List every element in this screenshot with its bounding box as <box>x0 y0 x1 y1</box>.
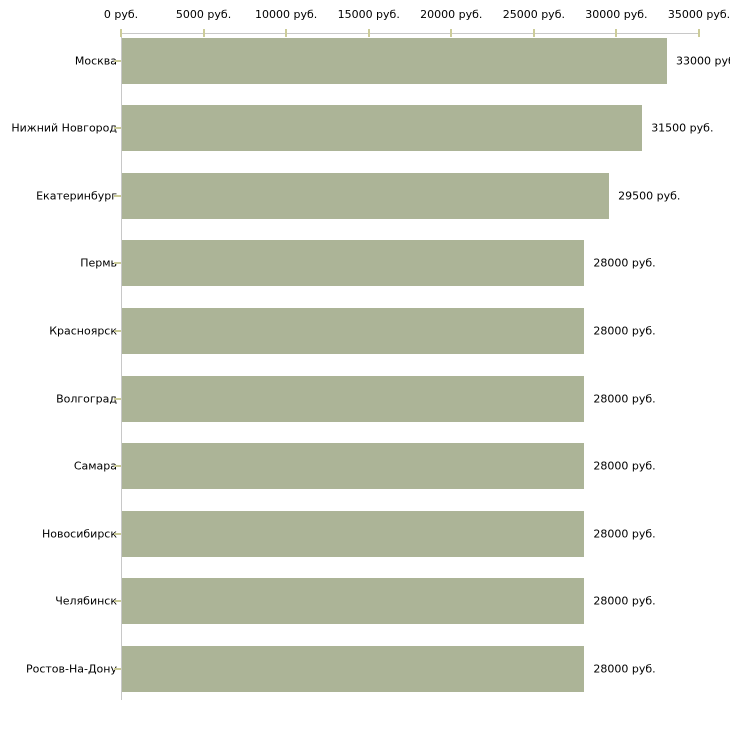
x-tick-mark <box>202 29 205 37</box>
category-label: Самара <box>73 459 117 473</box>
y-tick-mark <box>114 397 121 400</box>
y-tick-mark <box>114 59 121 62</box>
bar <box>122 645 585 692</box>
x-axis-line <box>121 33 700 34</box>
y-tick-mark <box>114 667 121 670</box>
bar-value-label: 29500 руб. <box>618 189 681 203</box>
y-tick-mark <box>114 262 121 265</box>
y-tick-mark <box>114 127 121 130</box>
x-tick-label: 15000 руб. <box>337 8 400 21</box>
y-tick-mark <box>114 329 121 332</box>
category-label: Новосибирск <box>41 527 117 541</box>
y-axis-line <box>121 33 122 700</box>
x-tick-label: 0 руб. <box>103 8 139 21</box>
y-tick-mark <box>114 465 121 468</box>
x-tick-mark <box>367 29 370 37</box>
category-label: Ростов-На-Дону <box>25 662 117 676</box>
x-tick-label: 20000 руб. <box>420 8 483 21</box>
bar-value-label: 28000 руб. <box>593 527 656 541</box>
y-tick-mark <box>114 600 121 603</box>
x-tick-label: 30000 руб. <box>585 8 648 21</box>
bar <box>122 510 585 557</box>
bar <box>122 375 585 422</box>
bar <box>122 240 585 287</box>
x-tick-mark <box>532 29 535 37</box>
y-tick-mark <box>114 194 121 197</box>
category-label: Москва <box>74 54 117 67</box>
bar-value-label: 28000 руб. <box>593 256 656 270</box>
bar-value-label: 28000 руб. <box>593 662 656 676</box>
bar-value-label: 28000 руб. <box>593 324 656 338</box>
bar-value-label: 28000 руб. <box>593 392 656 405</box>
category-label: Красноярск <box>49 324 117 338</box>
x-tick-mark <box>698 29 700 37</box>
bar <box>122 172 610 219</box>
x-tick-label: 10000 руб. <box>255 8 318 21</box>
x-tick-label: 25000 руб. <box>502 8 565 21</box>
bar <box>122 443 585 490</box>
category-label: Пермь <box>80 256 117 270</box>
bar <box>122 105 643 152</box>
x-tick-label: 35000 руб. <box>667 8 730 21</box>
bar-value-label: 28000 руб. <box>593 459 656 473</box>
x-tick-label: 5000 руб. <box>175 8 232 21</box>
bar-value-label: 33000 руб. <box>675 54 730 67</box>
bar-value-label: 28000 руб. <box>593 594 656 608</box>
x-tick-mark <box>450 29 453 37</box>
x-tick-mark <box>120 29 122 37</box>
x-tick-mark <box>615 29 618 37</box>
y-tick-mark <box>114 532 121 535</box>
x-tick-mark <box>285 29 288 37</box>
bar-value-label: 31500 руб. <box>651 121 714 135</box>
bar <box>122 578 585 625</box>
category-label: Челябинск <box>55 594 117 608</box>
category-label: Нижний Новгород <box>11 121 117 135</box>
bar <box>122 307 585 354</box>
category-label: Екатеринбург <box>36 189 117 203</box>
category-label: Волгоград <box>56 392 117 405</box>
bar <box>122 37 667 84</box>
